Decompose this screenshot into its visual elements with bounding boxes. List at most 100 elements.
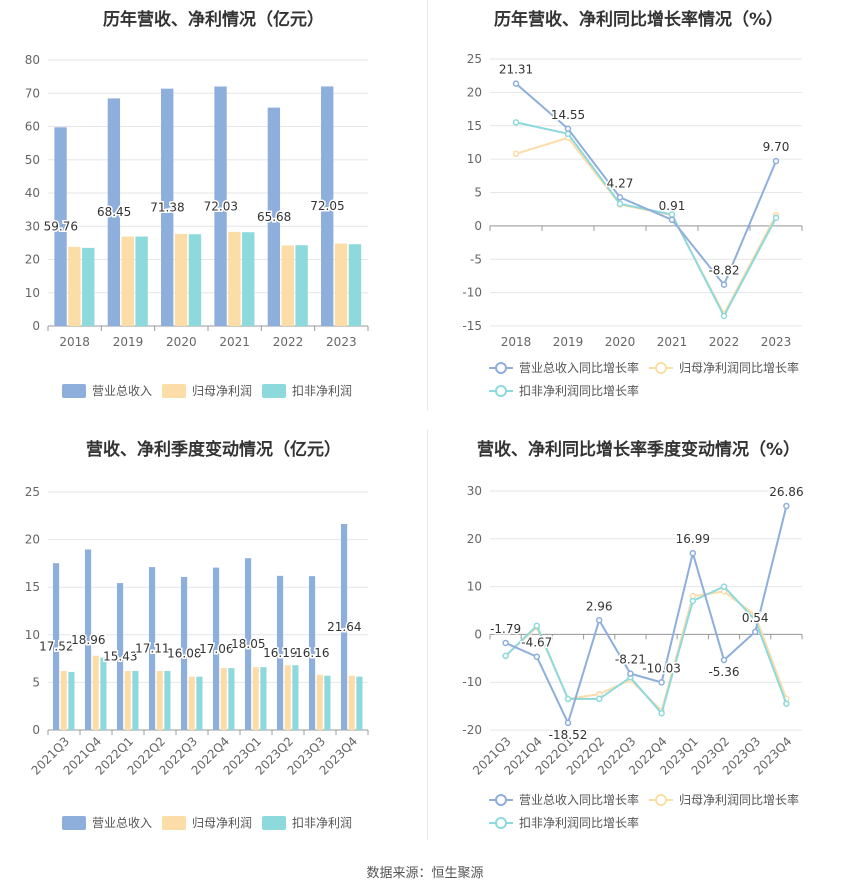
y-tick-label: -5 <box>470 252 482 266</box>
parent-profit-bar <box>334 243 348 326</box>
legend-swatch <box>162 384 186 398</box>
revenue-growth-data-label: 4.27 <box>607 176 634 190</box>
parent-profit-bar <box>60 670 67 730</box>
data-point <box>595 695 603 703</box>
data-point <box>512 80 520 87</box>
legend-label: 营业总收入 <box>92 816 152 830</box>
data-point <box>533 622 541 630</box>
vertical-divider <box>427 430 428 840</box>
y-tick-label: 5 <box>474 186 482 200</box>
y-tick-label: 5 <box>32 675 40 689</box>
revenue-growth-data-label: -8.21 <box>615 653 646 667</box>
revenue-bar <box>54 127 67 326</box>
y-tick-label: 20 <box>25 253 40 267</box>
deducted-profit-growth-line <box>515 121 777 319</box>
data-point <box>564 719 572 727</box>
deducted-profit-bar <box>228 668 235 730</box>
revenue-growth-data-label: -5.36 <box>708 665 739 679</box>
legend-marker-icon <box>495 794 507 806</box>
deducted-profit-bar <box>164 670 171 730</box>
data-point <box>720 583 728 590</box>
revenue-growth-data-label: -8.82 <box>708 264 739 278</box>
deducted-profit-bar <box>324 675 331 730</box>
parent-profit-bar <box>348 675 355 730</box>
data-point <box>616 200 624 208</box>
revenue-data-label: 15.43 <box>103 650 137 664</box>
revenue-data-label: 59.76 <box>44 220 78 234</box>
legend-swatch <box>162 816 186 830</box>
y-tick-label: 50 <box>25 153 40 167</box>
revenue-bar <box>148 567 156 730</box>
y-tick-label: 10 <box>467 580 482 594</box>
y-tick-label: -10 <box>462 286 482 300</box>
x-tick-label: 2019 <box>113 335 144 349</box>
y-tick-label: -20 <box>462 723 482 737</box>
revenue-bar <box>308 576 316 730</box>
vertical-divider <box>427 0 428 410</box>
revenue-growth-data-label: 16.99 <box>676 532 710 546</box>
revenue-bar <box>107 98 121 326</box>
parent-profit-bar <box>284 665 291 730</box>
data-point <box>564 695 572 703</box>
parent-profit-bar <box>252 667 259 730</box>
parent-profit-bar <box>68 246 81 326</box>
revenue-data-label: 68.45 <box>97 205 131 219</box>
revenue-growth-data-label: 14.55 <box>551 108 585 122</box>
revenue-data-label: 18.05 <box>231 637 265 651</box>
parent-profit-bar <box>228 231 241 326</box>
data-point <box>751 628 759 636</box>
data-point <box>512 119 520 126</box>
x-tick-label: 2021 <box>219 335 250 349</box>
y-tick-label: 20 <box>467 85 482 99</box>
revenue-bar <box>214 86 227 327</box>
x-tick-label: 2020 <box>605 335 636 349</box>
deducted-profit-bar <box>242 232 255 326</box>
legend-swatch <box>262 384 286 398</box>
parent-profit-bar <box>188 676 195 730</box>
y-tick-label: 15 <box>25 580 40 594</box>
chart-title: 历年营收、净利情况（亿元） <box>103 10 324 30</box>
legend-label: 归母净利润 <box>192 816 252 830</box>
revenue-data-label: 65.68 <box>257 210 291 224</box>
deducted-profit-bar <box>135 236 148 326</box>
x-tick-label: 2021 <box>657 335 688 349</box>
y-tick-label: 15 <box>467 119 482 133</box>
revenue-growth-data-label: 2.96 <box>586 599 613 613</box>
annual-growth-rate-chart: 历年营收、净利同比增长率情况（%） -15 -10 -5 0 5 10 15 20 25 2018… <box>427 0 850 410</box>
legend-marker-icon <box>655 362 667 374</box>
parent-profit-bar <box>220 668 227 730</box>
revenue-bar <box>321 86 334 326</box>
quarterly-revenue-profit-chart: 营收、净利季度变动情况（亿元） 0 5 10 15 20 25 2021Q3 2021Q4 20… <box>0 430 427 850</box>
x-tick-label: 2023 <box>761 335 792 349</box>
y-tick-label: -15 <box>462 319 482 333</box>
data-point <box>502 639 509 647</box>
revenue-growth-data-label: -1.79 <box>490 622 521 636</box>
data-point <box>689 549 697 557</box>
data-point <box>616 194 624 201</box>
data-point <box>720 656 728 664</box>
revenue-data-label: 18.96 <box>71 633 105 647</box>
quarterly-growth-rate-svg: -20-1001020302021Q32021Q42022Q12022Q2202… <box>462 484 805 830</box>
parent-profit-bar <box>124 670 131 730</box>
data-point <box>502 652 509 660</box>
x-tick-label: 2022 <box>709 335 740 349</box>
legend-label: 归母净利润同比增长率 <box>679 792 799 807</box>
deducted-profit-bar <box>132 670 139 730</box>
data-point <box>668 216 676 224</box>
y-tick-label: 60 <box>25 120 40 134</box>
revenue-data-label: 71.38 <box>150 200 184 214</box>
y-tick-label: 0 <box>32 723 40 737</box>
y-tick-label: 25 <box>25 485 40 499</box>
y-tick-label: 10 <box>467 152 482 166</box>
deducted-profit-bar <box>292 665 299 730</box>
legend-label: 营业总收入 <box>92 384 152 398</box>
revenue-growth-line <box>505 505 788 726</box>
quarterly-revenue-profit-svg: 05101520252021Q32021Q42022Q12022Q22022Q3… <box>25 485 369 830</box>
legend-label: 营业总收入同比增长率 <box>519 792 639 807</box>
data-source: 数据来源：恒生聚源 <box>366 866 484 881</box>
legend-marker-icon <box>495 817 507 829</box>
revenue-growth-line <box>515 82 777 287</box>
deducted-profit-bar <box>260 667 267 730</box>
data-point <box>689 597 697 605</box>
legend-marker-icon <box>495 385 507 397</box>
